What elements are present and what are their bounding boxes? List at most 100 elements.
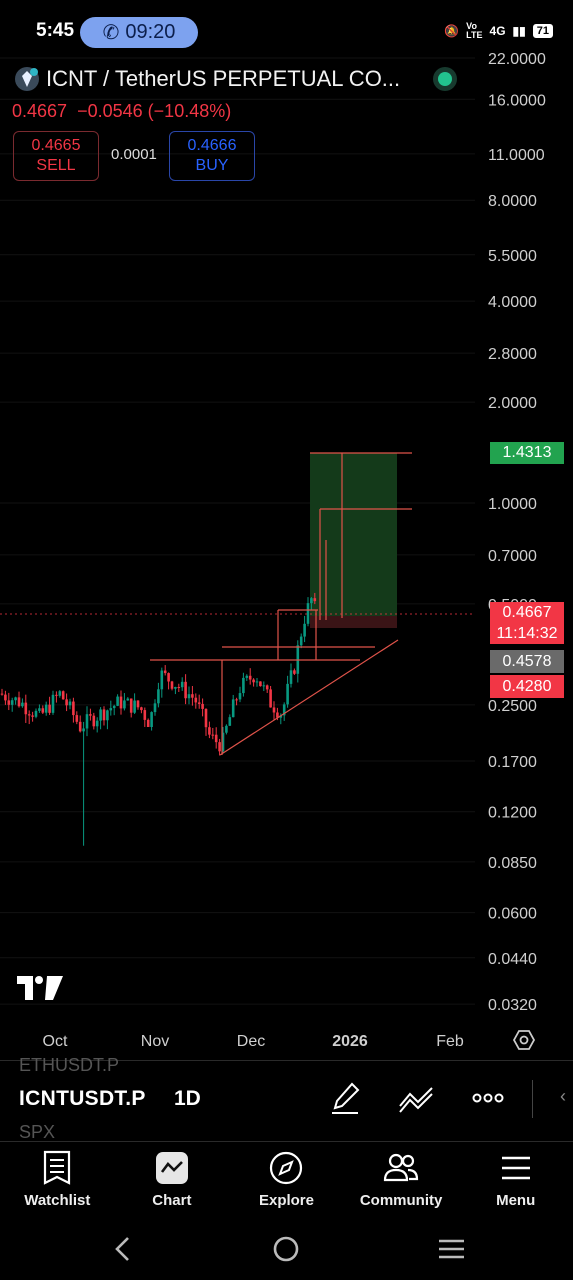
candle-body[interactable] <box>265 685 269 690</box>
recents-icon[interactable] <box>439 1239 464 1259</box>
candle-body[interactable] <box>276 712 279 718</box>
candle-body[interactable] <box>218 742 221 752</box>
candle-body[interactable] <box>170 681 174 689</box>
nav-community[interactable]: Community <box>344 1142 459 1222</box>
candle-body[interactable] <box>153 703 157 713</box>
candle-body[interactable] <box>194 697 198 703</box>
candle-body[interactable] <box>85 714 89 729</box>
candle-body[interactable] <box>252 679 255 683</box>
nav-chart[interactable]: Chart <box>115 1142 230 1222</box>
candle-body[interactable] <box>109 708 113 711</box>
candle-body[interactable] <box>245 675 249 678</box>
candle-body[interactable] <box>136 700 140 708</box>
candle-body[interactable] <box>65 699 68 706</box>
candle-body[interactable] <box>282 704 286 716</box>
candle-body[interactable] <box>72 701 75 716</box>
tradingview-logo-icon[interactable] <box>17 976 63 1000</box>
sell-button[interactable]: 0.4665 SELL <box>13 131 99 181</box>
candle-body[interactable] <box>313 598 317 602</box>
candle-body[interactable] <box>272 707 276 713</box>
candle-body[interactable] <box>293 670 296 674</box>
candle-body[interactable] <box>146 719 150 728</box>
candle-body[interactable] <box>235 699 238 701</box>
candle-body[interactable] <box>61 691 65 700</box>
candle-body[interactable] <box>129 698 133 713</box>
candle-body[interactable] <box>228 717 232 726</box>
candle-body[interactable] <box>119 696 123 709</box>
candle-body[interactable] <box>255 681 259 683</box>
nav-watchlist[interactable]: Watchlist <box>0 1142 115 1222</box>
candle-body[interactable] <box>7 700 11 705</box>
candle-body[interactable] <box>106 710 109 721</box>
candle-body[interactable] <box>163 670 167 674</box>
prev-symbol[interactable]: ETHUSDT.P <box>19 1055 120 1075</box>
candle-body[interactable] <box>89 714 92 716</box>
candle-body[interactable] <box>38 708 41 711</box>
candle-body[interactable] <box>208 727 211 735</box>
candle-body[interactable] <box>48 704 51 713</box>
candle-body[interactable] <box>248 675 252 680</box>
nav-explore[interactable]: Explore <box>229 1142 344 1222</box>
candle-body[interactable] <box>143 710 147 720</box>
candle-body[interactable] <box>184 681 187 699</box>
drawing-tools-icon[interactable] <box>330 1082 362 1116</box>
candle-body[interactable] <box>269 689 272 708</box>
candle-body[interactable] <box>123 700 126 709</box>
candle-body[interactable] <box>133 700 136 713</box>
symbol-selector[interactable]: ICNTUSDT.P <box>19 1087 146 1110</box>
call-indicator[interactable]: ✆ 09:20 <box>80 17 198 48</box>
candle-body[interactable] <box>150 712 153 728</box>
candle-body[interactable] <box>31 715 34 717</box>
candle-body[interactable] <box>289 670 293 684</box>
candle-body[interactable] <box>75 715 79 722</box>
candle-body[interactable] <box>299 636 303 646</box>
candle-body[interactable] <box>0 693 4 695</box>
candle-body[interactable] <box>310 598 313 604</box>
candle-body[interactable] <box>14 697 17 701</box>
candle-body[interactable] <box>82 728 85 732</box>
candle-body[interactable] <box>214 734 218 743</box>
candle-body[interactable] <box>24 702 28 715</box>
nav-menu[interactable]: Menu <box>458 1142 573 1222</box>
candle-body[interactable] <box>160 670 164 690</box>
candle-body[interactable] <box>41 708 45 713</box>
candle-body[interactable] <box>225 725 228 733</box>
candle-body[interactable] <box>242 677 245 694</box>
candle-body[interactable] <box>286 683 289 705</box>
home-icon[interactable] <box>273 1236 299 1262</box>
candle-body[interactable] <box>180 681 184 688</box>
candle-body[interactable] <box>177 687 181 689</box>
candle-body[interactable] <box>221 732 225 752</box>
candle-body[interactable] <box>116 696 119 706</box>
candle-body[interactable] <box>51 694 55 713</box>
candle-body[interactable] <box>10 700 14 705</box>
candle-body[interactable] <box>21 702 24 707</box>
symbol-header[interactable]: ICNT / TetherUS PERPETUAL CO... <box>14 66 400 92</box>
candle-body[interactable] <box>211 734 215 736</box>
collapse-arrow-icon[interactable]: ‹ <box>560 1086 566 1106</box>
candle-body[interactable] <box>68 701 72 706</box>
candle-body[interactable] <box>92 715 96 727</box>
candle-body[interactable] <box>140 707 143 711</box>
candle-body[interactable] <box>204 708 208 728</box>
more-icon[interactable] <box>472 1088 504 1108</box>
settings-icon[interactable] <box>512 1030 536 1050</box>
back-icon[interactable] <box>115 1237 129 1261</box>
candle-body[interactable] <box>99 709 102 721</box>
candle-body[interactable] <box>78 721 82 732</box>
candle-body[interactable] <box>231 699 235 718</box>
candle-body[interactable] <box>238 693 242 700</box>
candle-body[interactable] <box>44 704 48 713</box>
buy-button[interactable]: 0.4666 BUY <box>169 131 255 181</box>
candle-body[interactable] <box>58 691 62 696</box>
indicators-icon[interactable] <box>398 1084 436 1114</box>
candle-body[interactable] <box>174 687 177 689</box>
candle-body[interactable] <box>197 702 201 704</box>
candle-body[interactable] <box>17 697 21 707</box>
candle-body[interactable] <box>201 703 204 709</box>
price-chart[interactable]: 22.0000 16.0000 11.0000 8.0000 5.5000 4.0000 2… <box>0 40 573 1050</box>
candle-body[interactable] <box>27 714 31 716</box>
candle-body[interactable] <box>157 689 160 704</box>
candle-body[interactable] <box>187 694 191 699</box>
candle-body[interactable] <box>95 720 99 727</box>
